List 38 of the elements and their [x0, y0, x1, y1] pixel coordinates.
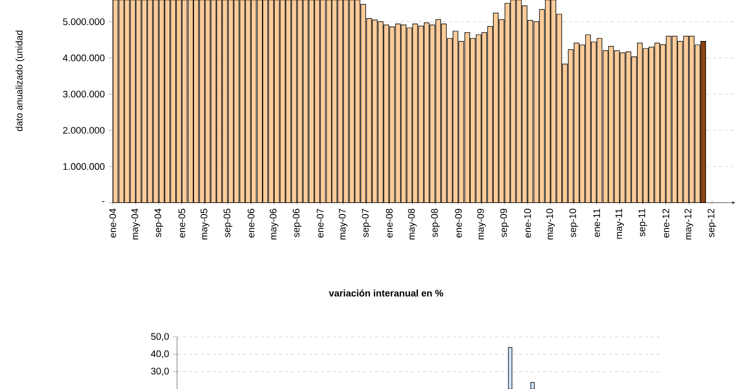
x-tick-label: ene-05: [178, 208, 186, 238]
x-tick-label: sep-05: [224, 208, 232, 238]
x-tick-label: sep-06: [292, 208, 302, 238]
x-tick-label: may-12: [684, 208, 694, 240]
y-tick-label: -: [102, 201, 104, 202]
x-tick-label: may-08: [408, 208, 417, 240]
x-tick-label: may-09: [477, 208, 486, 240]
x-tick-label: ene-11: [593, 208, 600, 237]
x-tick-label: sep-07: [362, 208, 371, 238]
x-tick-label: ene-07: [316, 208, 324, 238]
y-tick-label: 40,0: [150, 350, 169, 358]
chart-title: variación interanual en %: [328, 289, 444, 297]
x-tick-label: ene-09: [455, 208, 462, 238]
y-axis-title: dato anualizado (unidad: [16, 30, 24, 132]
x-tick-label: may-07: [338, 208, 348, 240]
x-tick-label: ene-06: [248, 208, 254, 238]
x-tick-label: ene-04: [109, 208, 116, 238]
x-tick-label: sep-12: [708, 208, 716, 238]
x-tick-label: ene-08: [386, 208, 393, 238]
y-tick-label: 2.000.000: [63, 126, 105, 134]
x-tick-label: sep-10: [569, 208, 578, 238]
x-tick-label: sep-04: [154, 208, 164, 238]
x-tick-label: may-04: [131, 208, 140, 240]
x-tick-label: sep-09: [500, 208, 509, 238]
x-tick-label: may-11: [616, 208, 624, 239]
x-tick-label: ene-10: [524, 208, 531, 238]
x-tick-label: may-10: [546, 208, 555, 240]
x-tick-label: sep-08: [431, 208, 440, 238]
y-tick-label: 4.000.000: [62, 54, 105, 62]
x-tick-label: may-05: [200, 208, 210, 240]
y-tick-label: 5.000.000: [63, 18, 105, 26]
y-tick-label: 50,0: [151, 333, 169, 341]
y-tick-label: 30,0: [151, 368, 169, 376]
x-tick-label: ene-12: [662, 208, 670, 238]
x-tick-label: may-06: [270, 208, 278, 240]
y-tick-label: 1.000.000: [63, 163, 105, 170]
y-tick-label: 3.000.000: [62, 90, 105, 98]
x-tick-label: sep-11: [638, 208, 648, 236]
